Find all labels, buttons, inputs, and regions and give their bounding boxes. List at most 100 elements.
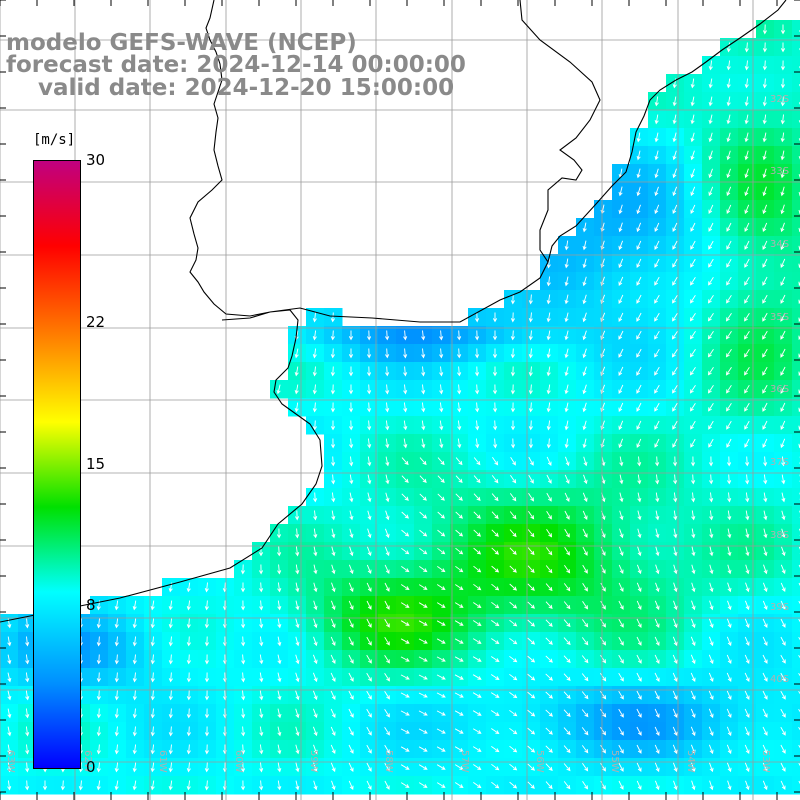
wind-arrow: [150, 726, 155, 737]
wind-arrow: [564, 294, 569, 305]
wind-arrow: [491, 565, 500, 573]
wind-arrow: [798, 191, 800, 197]
wind-arrow: [546, 312, 551, 323]
wind-arrow: [400, 764, 410, 770]
wind-arrow: [437, 511, 445, 519]
wind-arrow: [654, 600, 660, 611]
wind-arrow: [763, 564, 768, 575]
wind-arrow: [708, 204, 714, 214]
wind-arrow: [366, 564, 372, 574]
wind-arrow: [492, 330, 498, 341]
wind-arrow: [527, 619, 535, 627]
wind-arrow: [419, 511, 428, 519]
wind-arrow: [439, 330, 444, 341]
wind-arrow: [780, 618, 786, 628]
wind-arrow: [636, 402, 642, 412]
wind-arrow: [403, 348, 408, 359]
wind-arrow: [581, 709, 589, 718]
wind-arrow: [618, 420, 624, 431]
wind-speed-cell: [792, 632, 800, 651]
wind-arrow: [241, 744, 246, 755]
wind-arrow: [763, 456, 768, 467]
wind-arrow: [510, 312, 515, 323]
wind-arrow: [762, 708, 768, 718]
wind-arrow: [313, 582, 318, 593]
wind-arrow: [168, 672, 173, 683]
wind-arrow: [636, 132, 641, 143]
wind-arrow: [618, 780, 624, 790]
wind-arrow: [709, 474, 714, 485]
wind-arrow: [366, 672, 372, 682]
wind-arrow: [744, 114, 749, 125]
wind-arrow: [436, 620, 446, 626]
title-valid-date: valid date: 2024-12-20 15:00:00: [6, 75, 455, 101]
wind-arrow: [78, 780, 83, 791]
wind-arrow: [401, 511, 409, 519]
wind-arrow: [313, 492, 318, 503]
wind-arrow: [672, 762, 678, 773]
wind-arrow: [655, 528, 660, 539]
wind-arrow: [725, 349, 732, 358]
wind-arrow: [510, 330, 515, 341]
wind-arrow: [366, 546, 372, 557]
wind-arrow: [421, 384, 426, 395]
wind-arrow: [475, 348, 480, 359]
wind-arrow: [762, 24, 767, 35]
wind-arrow: [7, 780, 12, 791]
wind-arrow: [385, 366, 390, 377]
wind-arrow: [493, 420, 498, 431]
wind-arrow: [708, 690, 714, 700]
wind-arrow: [366, 636, 372, 646]
wind-arrow: [582, 294, 587, 305]
wind-arrow: [709, 762, 714, 773]
wind-arrow: [780, 330, 786, 340]
wind-arrow: [455, 547, 464, 555]
wind-arrow: [636, 636, 642, 646]
wind-arrow: [781, 510, 786, 521]
wind-arrow: [745, 780, 750, 791]
wind-arrow: [527, 691, 536, 699]
wind-arrow: [689, 349, 696, 358]
wind-arrow: [707, 349, 714, 358]
wind-arrow: [313, 528, 318, 539]
wind-arrow: [312, 312, 317, 323]
wind-arrow: [114, 744, 119, 755]
wind-arrow: [600, 636, 607, 646]
wind-arrow: [509, 565, 517, 573]
wind-arrow: [150, 708, 155, 719]
wind-arrow: [454, 746, 464, 752]
wind-arrow: [636, 690, 642, 700]
wind-arrow: [348, 744, 354, 754]
wind-arrow: [690, 294, 696, 304]
wind-arrow: [654, 744, 660, 754]
wind-arrow: [510, 294, 515, 305]
wind-arrow: [546, 294, 551, 305]
wind-arrow: [132, 762, 137, 773]
wind-arrow: [367, 366, 372, 377]
wind-arrow: [726, 690, 732, 700]
wind-speed-cell: [792, 668, 800, 687]
wind-arrow: [367, 438, 372, 449]
wind-speed-cell: [792, 344, 800, 363]
wind-speed-cell: [792, 200, 800, 219]
wind-arrow: [690, 222, 696, 232]
wind-speed-cell: [792, 722, 800, 741]
wind-arrow: [798, 726, 800, 731]
wind-arrow: [150, 654, 155, 665]
wind-arrow: [654, 708, 660, 718]
wind-arrow: [313, 600, 318, 611]
wind-arrow: [457, 438, 462, 449]
wind-arrow: [564, 420, 569, 431]
wind-arrow: [400, 674, 410, 680]
wind-arrow: [204, 690, 210, 701]
wind-arrow: [744, 402, 750, 412]
wind-arrow: [582, 312, 587, 323]
wind-arrow: [546, 402, 551, 413]
wind-arrow: [419, 547, 428, 555]
wind-arrow: [132, 726, 137, 737]
wind-arrow: [708, 78, 713, 89]
wind-arrow: [401, 547, 410, 555]
wind-arrow: [672, 618, 678, 629]
wind-arrow: [186, 762, 191, 773]
